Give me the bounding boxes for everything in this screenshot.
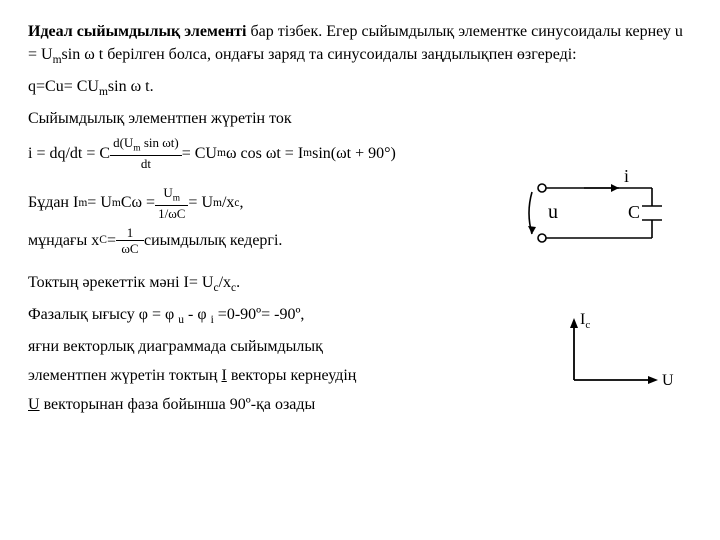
- intro-sub1: m: [53, 54, 62, 66]
- title: Идеал сыйымдылық элементі: [28, 23, 246, 40]
- tok-line: Токтың әрекеттік мәні I= Uc/xc.: [28, 271, 498, 297]
- i-mid2b: sin(ωt + 90°): [312, 142, 396, 165]
- frac-um-over: Um 1/ωC: [155, 186, 188, 220]
- intro-paragraph: Идеал сыйымдылық элементі бар тізбек. Ег…: [28, 20, 692, 69]
- q-sub: m: [99, 86, 108, 98]
- circuit-label-c: C: [628, 202, 640, 222]
- i-mid1a: = CU: [182, 142, 217, 165]
- circuit-label-i: i: [624, 170, 629, 186]
- i-equation: i = dq/dt = C d(Um sin ωt) dt = CUmω cos…: [28, 136, 498, 170]
- q-equation: q=Cu= CUmsin ω t.: [28, 75, 692, 101]
- phasor-label-ic: Ic: [580, 311, 590, 331]
- current-label: Сыйымдылық элементпен жүретін ток: [28, 107, 498, 130]
- vec-line-2: элементпен жүретін токтың I векторы керн…: [28, 364, 498, 387]
- intro-2: sin ω t берілген болса, ондағы заряд та …: [62, 46, 577, 63]
- budan-line: Бұдан Im= UmCω = Um 1/ωC = Um/xc ,: [28, 186, 498, 220]
- phase-line: Фазалық ығысу φ = φ u - φ i =0-90º= -90º…: [28, 303, 498, 329]
- vec-line-3: U векторынан фаза бойынша 90º-қа озады: [28, 393, 498, 416]
- frac-1-over-wc: 1 ωC: [116, 226, 144, 255]
- q-b: sin ω t.: [108, 78, 154, 95]
- frac-dumsin: d(Um sin ωt) dt: [110, 136, 182, 170]
- q-a: q=Cu= CU: [28, 78, 99, 95]
- circuit-diagram: i u C: [524, 170, 684, 260]
- phasor-diagram: Ic U: [544, 310, 684, 400]
- i-prefix: i = dq/dt = C: [28, 142, 110, 165]
- phasor-label-u: U: [662, 372, 674, 389]
- i-mid1b: ω cos ωt = I: [226, 142, 303, 165]
- circuit-label-u: u: [548, 201, 558, 223]
- vec-line-1: яғни векторлық диаграммада сыйымдылық: [28, 335, 498, 358]
- munda-line: мұндағы xC= 1 ωC сиымдылық кедергі.: [28, 226, 498, 255]
